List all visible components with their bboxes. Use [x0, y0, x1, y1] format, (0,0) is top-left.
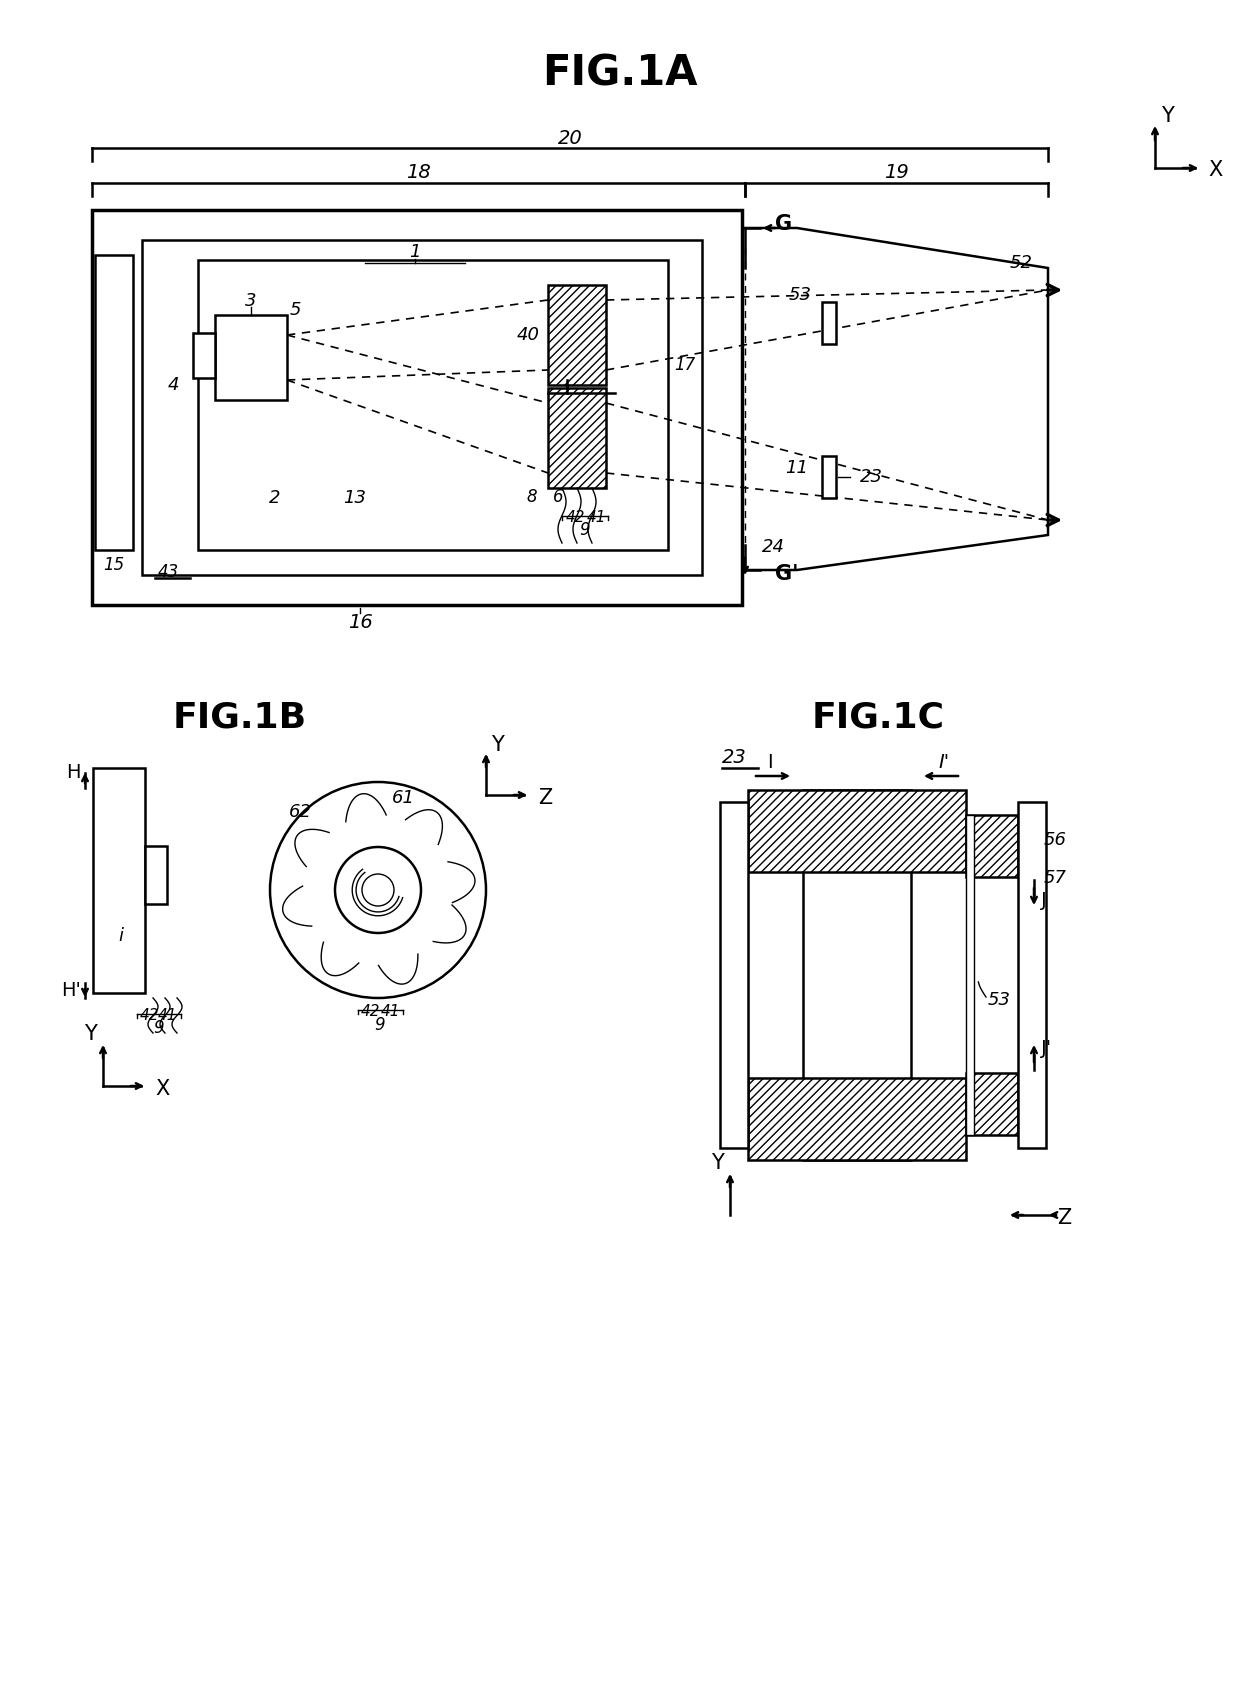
- Bar: [548, 285, 606, 385]
- Bar: [193, 334, 215, 378]
- Text: 23: 23: [861, 468, 883, 486]
- Text: 9: 9: [374, 1016, 386, 1033]
- Text: I': I': [939, 754, 950, 772]
- Text: 9: 9: [579, 522, 590, 539]
- Text: 42: 42: [139, 1008, 159, 1023]
- Text: 15: 15: [103, 556, 125, 574]
- Text: 23: 23: [722, 749, 746, 767]
- Text: Y: Y: [711, 1154, 724, 1172]
- Text: 3: 3: [246, 291, 257, 310]
- Text: J': J': [1042, 1038, 1052, 1057]
- Bar: [215, 315, 286, 400]
- Text: 56: 56: [1044, 832, 1066, 849]
- Text: 57: 57: [1044, 869, 1066, 888]
- Text: 61: 61: [392, 789, 414, 806]
- Bar: [92, 210, 742, 605]
- Text: 4: 4: [167, 376, 179, 395]
- Bar: [198, 259, 668, 551]
- Text: 42: 42: [361, 1005, 379, 1020]
- Bar: [143, 241, 702, 574]
- Text: Y: Y: [1161, 107, 1174, 125]
- Text: 16: 16: [347, 613, 372, 632]
- Bar: [804, 789, 911, 1160]
- Bar: [748, 1077, 966, 1160]
- Text: G: G: [775, 213, 792, 234]
- Text: 9: 9: [154, 1020, 165, 1037]
- Text: G': G': [775, 564, 799, 584]
- Text: 17: 17: [675, 356, 696, 374]
- Text: FIG.1B: FIG.1B: [172, 700, 308, 734]
- Text: 1: 1: [409, 242, 420, 261]
- Text: J: J: [1042, 891, 1047, 910]
- Bar: [93, 767, 145, 993]
- Bar: [548, 388, 606, 488]
- Text: 6: 6: [553, 488, 563, 507]
- Bar: [1018, 801, 1047, 1149]
- Text: 24: 24: [763, 539, 785, 556]
- Text: 11: 11: [785, 459, 808, 478]
- Bar: [145, 845, 167, 905]
- Text: Z: Z: [1056, 1208, 1071, 1228]
- Bar: [95, 256, 133, 551]
- Text: H: H: [67, 764, 81, 783]
- Text: I: I: [768, 754, 773, 772]
- Bar: [966, 1072, 1018, 1135]
- Text: H': H': [61, 981, 81, 999]
- Bar: [720, 801, 748, 1149]
- Text: 41: 41: [381, 1005, 399, 1020]
- Text: 5: 5: [289, 302, 301, 318]
- Text: 41: 41: [157, 1008, 177, 1023]
- Text: X: X: [1208, 159, 1223, 180]
- Text: 53: 53: [789, 286, 812, 303]
- Text: i: i: [119, 927, 124, 945]
- Text: 62: 62: [289, 803, 311, 822]
- Text: Y: Y: [84, 1023, 97, 1044]
- Text: 18: 18: [407, 164, 430, 183]
- Text: 13: 13: [343, 490, 367, 507]
- Text: 20: 20: [558, 129, 583, 147]
- Bar: [822, 456, 836, 498]
- Text: 2: 2: [269, 490, 280, 507]
- Text: 52: 52: [1011, 254, 1033, 273]
- Text: 8: 8: [527, 488, 537, 507]
- Text: FIG.1A: FIG.1A: [542, 53, 698, 93]
- Text: 53: 53: [988, 991, 1011, 1010]
- Text: Z: Z: [538, 788, 552, 808]
- Text: 41: 41: [587, 510, 606, 525]
- Bar: [822, 302, 836, 344]
- Text: Y: Y: [491, 735, 503, 756]
- Bar: [966, 815, 1018, 877]
- Text: X: X: [155, 1079, 169, 1099]
- Text: FIG.1C: FIG.1C: [811, 700, 945, 734]
- Text: 42: 42: [565, 510, 585, 525]
- Text: 19: 19: [884, 164, 909, 183]
- Bar: [748, 789, 966, 872]
- Text: 43: 43: [157, 562, 180, 581]
- Bar: [966, 815, 973, 1135]
- Text: 40: 40: [517, 325, 539, 344]
